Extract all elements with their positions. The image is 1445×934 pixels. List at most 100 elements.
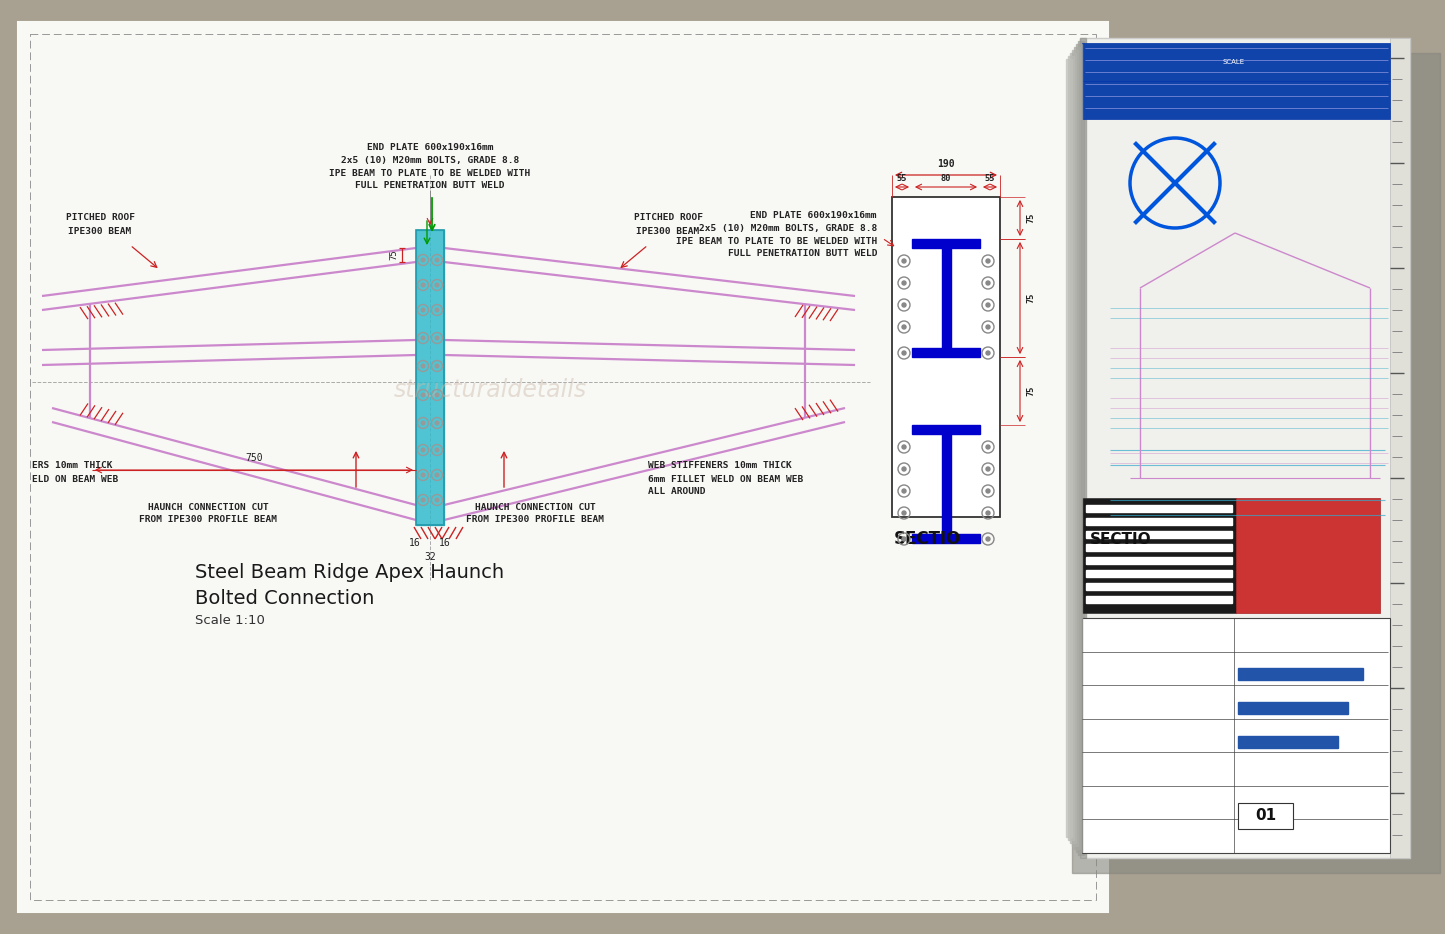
Circle shape xyxy=(985,281,990,285)
Text: 16: 16 xyxy=(439,538,451,548)
Bar xyxy=(1087,570,1233,577)
Circle shape xyxy=(902,259,906,263)
Text: FULL PENETRATION BUTT WELD: FULL PENETRATION BUTT WELD xyxy=(355,181,504,191)
Circle shape xyxy=(435,364,439,368)
Circle shape xyxy=(420,283,425,287)
Bar xyxy=(1082,43,1390,81)
Text: ERS 10mm THICK: ERS 10mm THICK xyxy=(32,461,113,471)
Circle shape xyxy=(902,445,906,449)
Bar xyxy=(1079,38,1087,858)
Bar xyxy=(1238,702,1348,714)
Text: 75: 75 xyxy=(389,249,397,261)
Bar xyxy=(17,22,1108,912)
Bar xyxy=(1087,557,1233,564)
Circle shape xyxy=(435,474,439,476)
Text: HAUNCH CONNECTION CUT: HAUNCH CONNECTION CUT xyxy=(147,502,269,512)
Bar xyxy=(1087,583,1233,590)
Bar xyxy=(1235,498,1380,613)
Bar xyxy=(1087,518,1233,525)
Circle shape xyxy=(435,448,439,452)
Circle shape xyxy=(985,445,990,449)
Text: FULL PENETRATION BUTT WELD: FULL PENETRATION BUTT WELD xyxy=(727,249,877,259)
Circle shape xyxy=(435,336,439,340)
Circle shape xyxy=(985,351,990,355)
Circle shape xyxy=(420,498,425,502)
Text: HAUNCH CONNECTION CUT: HAUNCH CONNECTION CUT xyxy=(474,502,595,512)
Bar xyxy=(30,34,1095,900)
Text: PITCHED ROOF: PITCHED ROOF xyxy=(65,214,134,222)
Text: Bolted Connection: Bolted Connection xyxy=(195,588,374,607)
Bar xyxy=(1066,59,1072,837)
Bar xyxy=(1087,531,1233,538)
Circle shape xyxy=(902,537,906,541)
Circle shape xyxy=(902,325,906,329)
Text: IPE BEAM TO PLATE TO BE WELDED WITH: IPE BEAM TO PLATE TO BE WELDED WITH xyxy=(329,168,530,177)
Text: IPE300 BEAM: IPE300 BEAM xyxy=(68,227,131,235)
Text: ELD ON BEAM WEB: ELD ON BEAM WEB xyxy=(32,474,118,484)
Circle shape xyxy=(985,511,990,515)
Bar xyxy=(942,434,951,534)
Text: 75: 75 xyxy=(1026,292,1035,304)
Circle shape xyxy=(420,393,425,397)
Bar xyxy=(1079,38,1410,858)
Text: SECTIO: SECTIO xyxy=(894,530,961,548)
Bar xyxy=(1082,498,1235,613)
Circle shape xyxy=(985,325,990,329)
Circle shape xyxy=(902,281,906,285)
Bar xyxy=(1087,544,1233,551)
Text: FROM IPE300 PROFILE BEAM: FROM IPE300 PROFILE BEAM xyxy=(465,516,604,525)
Bar xyxy=(912,425,980,434)
Circle shape xyxy=(420,258,425,262)
Circle shape xyxy=(985,259,990,263)
Circle shape xyxy=(435,393,439,397)
Text: 01: 01 xyxy=(1256,808,1276,823)
Circle shape xyxy=(435,283,439,287)
Bar xyxy=(1074,47,1079,849)
Bar xyxy=(416,230,444,525)
Text: 190: 190 xyxy=(938,159,955,169)
Text: IPE BEAM TO PLATE TO BE WELDED WITH: IPE BEAM TO PLATE TO BE WELDED WITH xyxy=(676,236,877,246)
Bar xyxy=(1072,50,1078,846)
Circle shape xyxy=(902,511,906,515)
Text: SECTIO: SECTIO xyxy=(1090,531,1152,546)
Bar xyxy=(1087,596,1233,603)
Circle shape xyxy=(435,498,439,502)
Text: 80: 80 xyxy=(941,174,951,183)
Circle shape xyxy=(902,489,906,493)
Bar xyxy=(1069,53,1077,843)
Text: Steel Beam Ridge Apex Haunch: Steel Beam Ridge Apex Haunch xyxy=(195,562,504,582)
Text: structuraldetails: structuraldetails xyxy=(393,378,587,402)
Bar xyxy=(912,534,980,543)
Bar xyxy=(1078,41,1084,855)
Bar xyxy=(942,248,951,348)
Text: END PLATE 600x190x16mm: END PLATE 600x190x16mm xyxy=(750,210,877,219)
Text: 75: 75 xyxy=(1026,213,1035,223)
Circle shape xyxy=(902,351,906,355)
Text: 6mm FILLET WELD ON BEAM WEB: 6mm FILLET WELD ON BEAM WEB xyxy=(647,474,803,484)
Bar xyxy=(1077,44,1082,852)
Bar xyxy=(1082,81,1390,119)
Circle shape xyxy=(435,308,439,312)
Circle shape xyxy=(435,258,439,262)
Bar xyxy=(912,348,980,357)
Text: FROM IPE300 PROFILE BEAM: FROM IPE300 PROFILE BEAM xyxy=(139,516,277,525)
Bar xyxy=(1238,669,1363,680)
Bar xyxy=(416,230,444,525)
Circle shape xyxy=(902,467,906,471)
Bar xyxy=(1238,802,1293,828)
Bar xyxy=(1068,56,1074,840)
Text: SCALE: SCALE xyxy=(1222,59,1246,65)
Text: PITCHED ROOF: PITCHED ROOF xyxy=(633,214,702,222)
Text: 55: 55 xyxy=(984,174,996,183)
Circle shape xyxy=(985,303,990,307)
Text: IPE300 BEAM: IPE300 BEAM xyxy=(636,227,699,235)
Bar xyxy=(1238,735,1338,747)
Circle shape xyxy=(420,308,425,312)
Text: ALL AROUND: ALL AROUND xyxy=(647,488,705,497)
Text: Scale 1:10: Scale 1:10 xyxy=(195,614,264,627)
Text: WEB STIFFENERS 10mm THICK: WEB STIFFENERS 10mm THICK xyxy=(647,461,792,471)
Circle shape xyxy=(420,421,425,425)
Circle shape xyxy=(985,489,990,493)
Text: 32: 32 xyxy=(425,552,436,562)
Bar xyxy=(912,239,980,248)
